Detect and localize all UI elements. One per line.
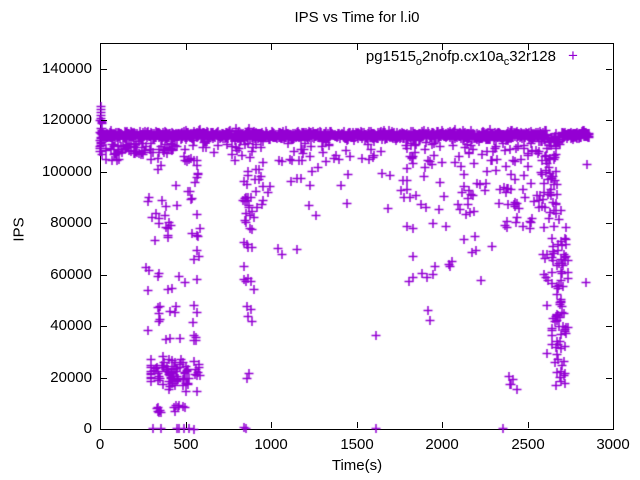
x-tick-label: 2500 [511, 436, 545, 453]
x-tick-label: 0 [95, 436, 105, 453]
legend-series-label: pg1515o2nofp.cx10ac32r128 [365, 48, 556, 68]
x-tick-label: 2000 [425, 436, 459, 453]
x-tick-mirror [357, 44, 358, 50]
x-tick-mirror [442, 44, 443, 50]
y-tick-mirror [606, 223, 612, 224]
y-tick [101, 326, 107, 327]
x-tick-mirror [528, 44, 529, 50]
x-tick [613, 422, 614, 428]
x-tick [271, 422, 272, 428]
y-tick [101, 378, 107, 379]
y-tick-mirror [606, 275, 612, 276]
y-tick-mirror [606, 120, 612, 121]
x-tick [100, 422, 101, 428]
y-tick-mirror [606, 326, 612, 327]
x-tick-label: 500 [173, 436, 199, 453]
y-tick [101, 275, 107, 276]
y-tick [101, 172, 107, 173]
y-tick [101, 223, 107, 224]
y-tick-mirror [606, 69, 612, 70]
chart-title: IPS vs Time for l.i0 [294, 9, 420, 26]
x-tick-label: 3000 [596, 436, 630, 453]
y-tick-label: 40000 [50, 317, 92, 334]
y-tick-label: 100000 [41, 163, 92, 180]
x-tick-mirror [271, 44, 272, 50]
y-tick-label: 120000 [41, 111, 92, 128]
y-tick-label: 20000 [50, 369, 92, 386]
x-tick-mirror [613, 44, 614, 50]
y-tick-mirror [606, 378, 612, 379]
y-tick [101, 69, 107, 70]
x-axis-label: Time(s) [331, 457, 383, 474]
x-tick [442, 422, 443, 428]
x-tick [528, 422, 529, 428]
x-tick-label: 1000 [254, 436, 288, 453]
y-tick-label: 140000 [41, 60, 92, 77]
x-tick-mirror [186, 44, 187, 50]
x-tick [357, 422, 358, 428]
y-tick-label: 80000 [50, 214, 92, 231]
legend: pg1515o2nofp.cx10ac32r128 [0, 48, 556, 68]
y-tick [101, 120, 107, 121]
y-tick-label: 0 [83, 420, 92, 437]
x-tick [186, 422, 187, 428]
x-tick-mirror [100, 44, 101, 50]
y-tick [101, 429, 107, 430]
legend-plus-marker-icon: + [568, 46, 578, 65]
y-tick-mirror [606, 429, 612, 430]
y-tick-label: 60000 [50, 266, 92, 283]
x-tick-label: 1500 [340, 436, 374, 453]
scatter-points-canvas [88, 31, 626, 442]
y-tick-mirror [606, 172, 612, 173]
